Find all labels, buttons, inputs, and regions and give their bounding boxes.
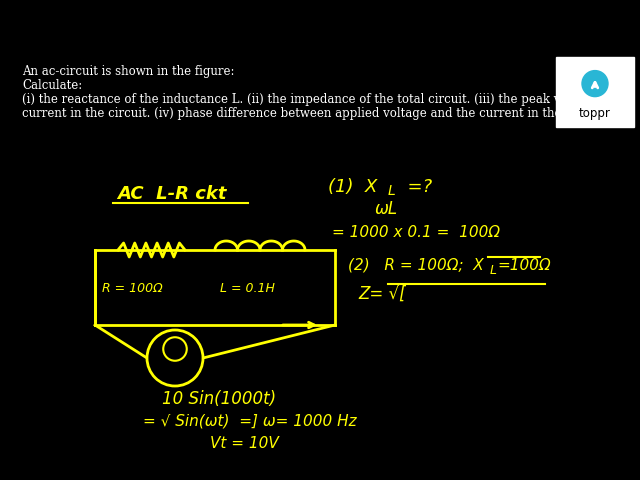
Text: R = 100Ω: R = 100Ω (102, 281, 163, 295)
Text: Vt = 10V: Vt = 10V (210, 436, 279, 451)
Text: 10 Sin(1000t): 10 Sin(1000t) (162, 390, 276, 408)
Text: An ac-circuit is shown in the figure:: An ac-circuit is shown in the figure: (22, 65, 234, 78)
Text: L: L (388, 184, 396, 198)
Text: (i) the reactance of the inductance L. (ii) the impedance of the total circuit. : (i) the reactance of the inductance L. (… (22, 93, 623, 106)
Text: Z= √[: Z= √[ (358, 285, 406, 303)
Text: (2)   R = 100Ω;  X: (2) R = 100Ω; X (348, 258, 484, 273)
Text: = √ Sin(ωt)  =] ω= 1000 Hz: = √ Sin(ωt) =] ω= 1000 Hz (143, 413, 356, 428)
Text: toppr: toppr (579, 107, 611, 120)
Bar (556, 57, 634, 127)
Text: L: L (490, 264, 497, 277)
Circle shape (582, 71, 608, 96)
Text: ωL: ωL (375, 200, 398, 218)
Text: (1)  X: (1) X (328, 178, 378, 196)
Text: =?: =? (396, 178, 432, 196)
Text: Calculate:: Calculate: (22, 79, 83, 92)
Text: AC  L-R ckt: AC L-R ckt (117, 185, 227, 203)
Circle shape (163, 337, 187, 361)
Text: L = 0.1H: L = 0.1H (220, 281, 275, 295)
Text: =100Ω: =100Ω (497, 258, 550, 273)
Text: current in the circuit. (iv) phase difference between applied voltage and the cu: current in the circuit. (iv) phase diffe… (22, 107, 607, 120)
Circle shape (147, 330, 203, 386)
Text: = 1000 x 0.1 =  100Ω: = 1000 x 0.1 = 100Ω (332, 225, 500, 240)
